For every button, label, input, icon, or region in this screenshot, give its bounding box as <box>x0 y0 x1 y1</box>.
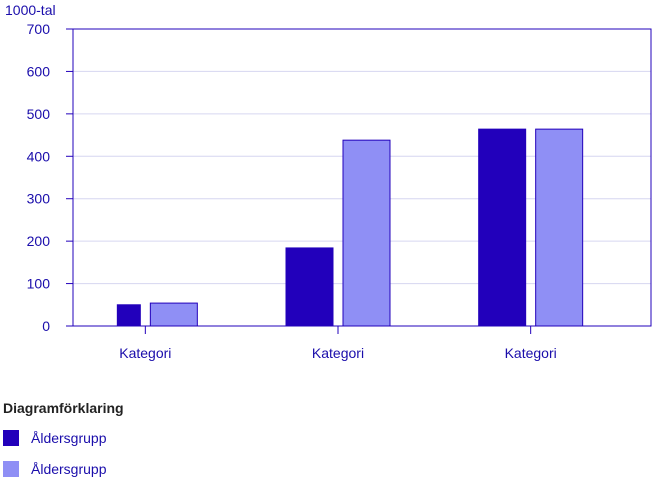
x-category-label: Kategori <box>312 345 364 361</box>
bar-series-2-category-3 <box>535 128 584 327</box>
y-tick-label: 200 <box>27 233 51 249</box>
y-tick-label: 500 <box>27 106 51 122</box>
y-tick-label: 300 <box>27 191 51 207</box>
y-tick-label: 700 <box>27 21 51 37</box>
bar-series-1-category-1 <box>116 304 141 327</box>
legend-label-series-2: Åldersgrupp <box>31 461 107 477</box>
y-tick-label: 400 <box>27 148 51 164</box>
y-tick-label: 600 <box>27 63 51 79</box>
bar-chart: 1000-tal 0 100 200 300 400 500 600 700 Kategori… <box>5 2 652 361</box>
x-category-label: Kategori <box>119 345 171 361</box>
bar-series-1-category-2 <box>285 247 334 327</box>
bar-series-2-category-2 <box>342 139 391 327</box>
bars <box>116 128 584 327</box>
legend-item-series-1: Åldersgrupp <box>3 428 124 448</box>
y-tick-label: 0 <box>42 318 50 334</box>
legend-swatch-series-2 <box>3 461 19 477</box>
legend-swatch-series-1 <box>3 430 19 446</box>
plot-frame <box>72 28 652 327</box>
bar-series-1-category-3 <box>478 128 527 327</box>
x-axis-ticks: Kategori Kategori Kategori <box>119 326 557 361</box>
bar-series-2-category-1 <box>149 302 198 327</box>
legend-label-series-1: Åldersgrupp <box>31 430 107 446</box>
y-tick-label: 100 <box>27 276 51 292</box>
legend-title: Diagramförklaring <box>3 400 124 416</box>
legend: Diagramförklaring Åldersgrupp Åldersgrup… <box>3 400 124 490</box>
y-axis-unit-label: 1000-tal <box>5 2 56 18</box>
x-category-label: Kategori <box>505 345 557 361</box>
legend-item-series-2: Åldersgrupp <box>3 459 124 479</box>
y-axis-ticks: 0 100 200 300 400 500 600 700 <box>27 21 73 334</box>
